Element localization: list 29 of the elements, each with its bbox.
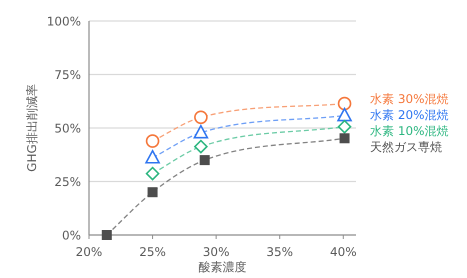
point <box>148 187 158 198</box>
series-label: 天然ガス専焼 <box>370 140 442 154</box>
x-tick-label: 35% <box>266 245 294 259</box>
y-tick-label: 25% <box>54 175 81 189</box>
point <box>194 140 208 154</box>
y-tick-label: 75% <box>54 68 81 82</box>
y-tick-label: 100% <box>46 14 81 28</box>
y-tick-label: 50% <box>54 122 81 136</box>
point <box>337 108 352 122</box>
y-axis-title: GHG排出削減率 <box>25 84 39 172</box>
series-label: 水素 10%混焼 <box>370 124 448 138</box>
x-tick-label: 40% <box>330 245 357 259</box>
point <box>338 120 352 134</box>
x-axis-title: 酸素濃度 <box>198 260 246 274</box>
point <box>338 96 352 110</box>
series-label: 水素 20%混焼 <box>370 108 448 122</box>
point <box>200 155 210 166</box>
point <box>102 230 112 240</box>
x-tick-label: 25% <box>139 245 166 259</box>
point <box>194 110 208 124</box>
point <box>146 166 160 180</box>
point <box>340 133 350 144</box>
point <box>145 150 160 164</box>
point <box>146 134 160 148</box>
series-label: 水素 30%混焼 <box>370 92 448 106</box>
point <box>194 124 208 139</box>
x-tick-label: 30% <box>202 245 230 259</box>
y-tick-label: 0% <box>62 228 81 242</box>
x-tick-label: 20% <box>76 245 102 259</box>
